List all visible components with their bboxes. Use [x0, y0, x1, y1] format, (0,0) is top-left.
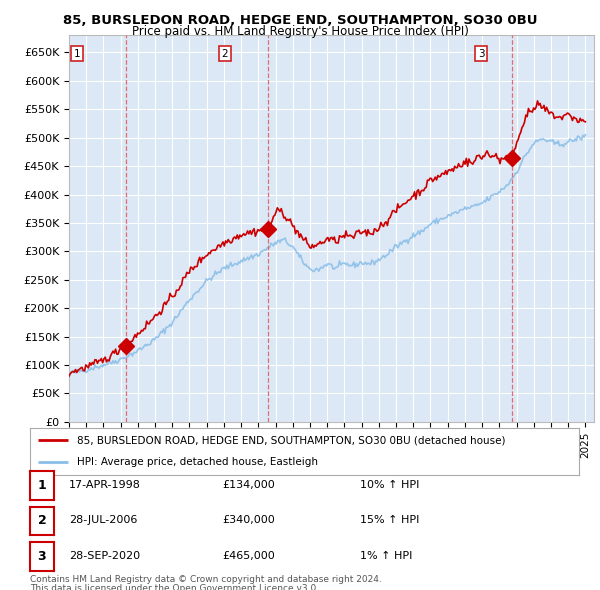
Text: HPI: Average price, detached house, Eastleigh: HPI: Average price, detached house, East… [77, 457, 317, 467]
Text: Price paid vs. HM Land Registry's House Price Index (HPI): Price paid vs. HM Land Registry's House … [131, 25, 469, 38]
Text: £340,000: £340,000 [222, 516, 275, 525]
Text: 10% ↑ HPI: 10% ↑ HPI [360, 480, 419, 490]
Text: 1: 1 [38, 479, 46, 492]
Text: 2: 2 [221, 48, 228, 58]
Text: 28-JUL-2006: 28-JUL-2006 [69, 516, 137, 525]
Text: 1% ↑ HPI: 1% ↑ HPI [360, 551, 412, 560]
Text: 2: 2 [38, 514, 46, 527]
Text: Contains HM Land Registry data © Crown copyright and database right 2024.: Contains HM Land Registry data © Crown c… [30, 575, 382, 584]
Text: 85, BURSLEDON ROAD, HEDGE END, SOUTHAMPTON, SO30 0BU: 85, BURSLEDON ROAD, HEDGE END, SOUTHAMPT… [63, 14, 537, 27]
Text: 15% ↑ HPI: 15% ↑ HPI [360, 516, 419, 525]
Text: 28-SEP-2020: 28-SEP-2020 [69, 551, 140, 560]
Text: 1: 1 [73, 48, 80, 58]
Text: 17-APR-1998: 17-APR-1998 [69, 480, 141, 490]
Text: 85, BURSLEDON ROAD, HEDGE END, SOUTHAMPTON, SO30 0BU (detached house): 85, BURSLEDON ROAD, HEDGE END, SOUTHAMPT… [77, 435, 505, 445]
Text: 3: 3 [478, 48, 485, 58]
Text: £465,000: £465,000 [222, 551, 275, 560]
Text: This data is licensed under the Open Government Licence v3.0.: This data is licensed under the Open Gov… [30, 584, 319, 590]
Text: 3: 3 [38, 550, 46, 563]
Text: £134,000: £134,000 [222, 480, 275, 490]
